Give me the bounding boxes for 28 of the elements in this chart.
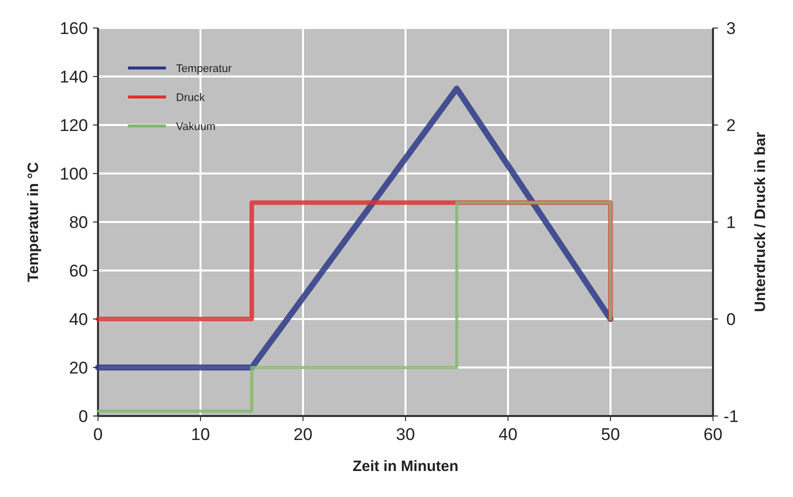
y-tick-label: 80 bbox=[69, 213, 88, 232]
y-tick-label: 40 bbox=[69, 310, 88, 329]
y-tick-label: 120 bbox=[60, 116, 88, 135]
x-tick-label: 10 bbox=[191, 425, 210, 444]
y-tick-label: 0 bbox=[78, 407, 88, 426]
y2-axis-title: Unterdruck / Druck in bar bbox=[752, 132, 769, 312]
x-tick-label: 40 bbox=[498, 425, 518, 444]
y-tick-label: 20 bbox=[69, 358, 88, 378]
y-tick-label: 140 bbox=[60, 68, 88, 86]
legend-label: Temperatur bbox=[176, 63, 232, 75]
y2-tick-label: -1 bbox=[723, 407, 739, 426]
y2-tick-label: 0 bbox=[726, 310, 736, 329]
x-axis-title: Zeit in Minuten bbox=[352, 458, 458, 475]
y-axis-title: Temperatur in °C bbox=[25, 162, 42, 282]
line-series bbox=[96, 201, 612, 413]
legend-label: Vakuum bbox=[176, 121, 216, 133]
y-tick-label: 160 bbox=[60, 19, 88, 38]
y-tick-label: 60 bbox=[69, 262, 88, 280]
y2-tick-label: 3 bbox=[726, 19, 736, 38]
y2-tick-label: 1 bbox=[726, 213, 736, 232]
x-tick-label: 50 bbox=[601, 425, 620, 444]
x-tick-label: 60 bbox=[704, 425, 722, 444]
x-tick-label: 30 bbox=[396, 425, 415, 444]
x-tick-label: 20 bbox=[294, 425, 312, 444]
x-tick-label: 0 bbox=[93, 425, 103, 444]
y2-tick-label: 2 bbox=[726, 116, 736, 135]
legend-label: Druck bbox=[176, 92, 206, 104]
y-tick-label: 100 bbox=[60, 164, 88, 184]
